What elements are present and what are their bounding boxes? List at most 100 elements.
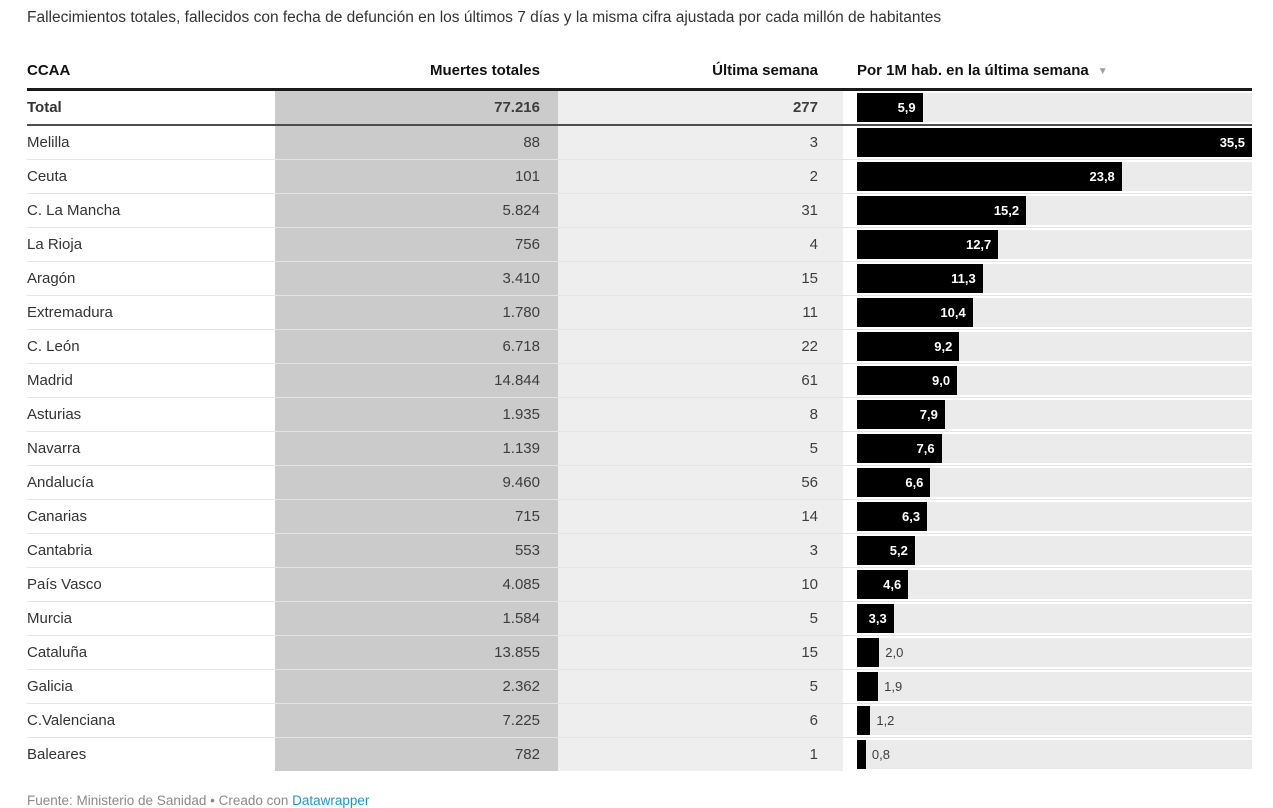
ultima-semana-value: 277 bbox=[558, 91, 843, 124]
region-name: Canarias bbox=[27, 508, 88, 525]
ultima-semana-value: 61 bbox=[558, 364, 843, 397]
table-row: Canarias 715 14 6,3 bbox=[27, 500, 1252, 534]
region-name: País Vasco bbox=[27, 576, 102, 593]
per-1m-value-label: 5,2 bbox=[889, 543, 908, 558]
per-1m-bar-cell: 11,3 bbox=[843, 262, 1252, 295]
per-1m-value-label: 1,2 bbox=[876, 713, 895, 728]
footer-attribution: Fuente: Ministerio de Sanidad • Creado c… bbox=[27, 793, 1252, 808]
bar-track: 4,6 bbox=[857, 570, 1252, 599]
column-header-por-1m-label: Por 1M hab. en la última semana bbox=[857, 62, 1089, 79]
table-body: Total 77.216 277 5,9 Melilla 88 3 35,5 Ceuta 101 2… bbox=[27, 91, 1252, 771]
muertes-totales-value: 13.855 bbox=[275, 636, 558, 669]
ultima-semana-value: 56 bbox=[558, 466, 843, 499]
ultima-semana-value: 8 bbox=[558, 398, 843, 431]
muertes-totales-value: 2.362 bbox=[275, 670, 558, 703]
region-name: C.Valenciana bbox=[27, 712, 116, 729]
per-1m-bar-cell: 23,8 bbox=[843, 160, 1252, 193]
ultima-semana-value: 11 bbox=[558, 296, 843, 329]
ultima-semana-value: 4 bbox=[558, 228, 843, 261]
column-header-muertes-totales[interactable]: Muertes totales bbox=[429, 62, 540, 79]
per-1m-bar: 11,3 bbox=[857, 264, 983, 293]
bar-track: 7,9 bbox=[857, 400, 1252, 429]
region-name: Total bbox=[27, 99, 62, 116]
per-1m-bar: 7,6 bbox=[857, 434, 942, 463]
table-row: Galicia 2.362 5 1,9 bbox=[27, 670, 1252, 704]
muertes-totales-value: 715 bbox=[275, 500, 558, 533]
per-1m-bar-cell: 5,9 bbox=[843, 91, 1252, 124]
table-row: Madrid 14.844 61 9,0 bbox=[27, 364, 1252, 398]
muertes-totales-value: 5.824 bbox=[275, 194, 558, 227]
bar-track: 11,3 bbox=[857, 264, 1252, 293]
per-1m-bar: 15,2 bbox=[857, 196, 1027, 225]
muertes-totales-value: 1.935 bbox=[275, 398, 558, 431]
per-1m-bar: 6,3 bbox=[857, 502, 928, 531]
per-1m-bar-cell: 12,7 bbox=[843, 228, 1252, 261]
per-1m-value-label: 6,3 bbox=[902, 509, 921, 524]
per-1m-bar: 10,4 bbox=[857, 298, 973, 327]
bar-track: 2,0 bbox=[857, 638, 1252, 667]
region-name: Andalucía bbox=[27, 474, 94, 491]
bar-track: 3,3 bbox=[857, 604, 1252, 633]
table-row: Extremadura 1.780 11 10,4 bbox=[27, 296, 1252, 330]
region-name: Murcia bbox=[27, 610, 73, 627]
ultima-semana-value: 5 bbox=[558, 432, 843, 465]
table-row: Murcia 1.584 5 3,3 bbox=[27, 602, 1252, 636]
table-row: Cantabria 553 3 5,2 bbox=[27, 534, 1252, 568]
bar-track: 6,3 bbox=[857, 502, 1252, 531]
per-1m-bar: 7,9 bbox=[857, 400, 945, 429]
per-1m-value-label: 10,4 bbox=[940, 305, 966, 320]
per-1m-bar-cell: 0,8 bbox=[843, 738, 1252, 771]
ultima-semana-value: 14 bbox=[558, 500, 843, 533]
per-1m-value-label: 35,5 bbox=[1219, 135, 1245, 150]
ultima-semana-value: 1 bbox=[558, 738, 843, 771]
region-name: Aragón bbox=[27, 270, 76, 287]
per-1m-bar: 5,2 bbox=[857, 536, 915, 565]
per-1m-bar: 9,2 bbox=[857, 332, 960, 361]
muertes-totales-value: 1.780 bbox=[275, 296, 558, 329]
ultima-semana-value: 3 bbox=[558, 126, 843, 159]
per-1m-value-label: 12,7 bbox=[965, 237, 992, 252]
total-row: Total 77.216 277 5,9 bbox=[27, 91, 1252, 126]
ultima-semana-value: 15 bbox=[558, 262, 843, 295]
per-1m-bar: 4,6 bbox=[857, 570, 909, 599]
muertes-totales-value: 756 bbox=[275, 228, 558, 261]
ultima-semana-value: 5 bbox=[558, 602, 843, 635]
per-1m-bar-cell: 3,3 bbox=[843, 602, 1252, 635]
muertes-totales-value: 4.085 bbox=[275, 568, 558, 601]
per-1m-bar-cell: 15,2 bbox=[843, 194, 1252, 227]
column-header-ultima-semana[interactable]: Última semana bbox=[712, 62, 818, 79]
region-name: Cataluña bbox=[27, 644, 88, 661]
per-1m-value-label: 3,3 bbox=[868, 611, 887, 626]
table-row: Asturias 1.935 8 7,9 bbox=[27, 398, 1252, 432]
per-1m-value-label: 15,2 bbox=[993, 203, 1020, 218]
region-name: Extremadura bbox=[27, 304, 113, 321]
ultima-semana-value: 5 bbox=[558, 670, 843, 703]
muertes-totales-value: 77.216 bbox=[275, 91, 558, 124]
region-name: Baleares bbox=[27, 746, 87, 763]
column-header-ccaa[interactable]: CCAA bbox=[27, 62, 71, 79]
datawrapper-link[interactable]: Datawrapper bbox=[292, 793, 370, 808]
table-row: Melilla 88 3 35,5 bbox=[27, 126, 1252, 160]
sort-desc-icon[interactable]: ▼ bbox=[1097, 65, 1108, 77]
region-name: Madrid bbox=[27, 372, 73, 389]
per-1m-value-label: 0,8 bbox=[871, 747, 890, 762]
bar-track: 5,9 bbox=[857, 93, 1252, 122]
region-name: Asturias bbox=[27, 406, 82, 423]
bar-track: 35,5 bbox=[857, 128, 1252, 157]
chart-title: Fallecimientos totales, fallecidos con f… bbox=[27, 9, 942, 26]
ultima-semana-value: 15 bbox=[558, 636, 843, 669]
table-row: Aragón 3.410 15 11,3 bbox=[27, 262, 1252, 296]
per-1m-value-label: 5,9 bbox=[897, 100, 916, 115]
region-name: Ceuta bbox=[27, 168, 68, 185]
region-name: Galicia bbox=[27, 678, 73, 695]
per-1m-bar: 35,5 bbox=[857, 128, 1252, 157]
column-header-por-1m[interactable]: Por 1M hab. en la última semana ▼ bbox=[843, 62, 1252, 79]
bar-track: 9,0 bbox=[857, 366, 1252, 395]
ultima-semana-value: 2 bbox=[558, 160, 843, 193]
muertes-totales-value: 1.584 bbox=[275, 602, 558, 635]
muertes-totales-value: 9.460 bbox=[275, 466, 558, 499]
ultima-semana-value: 3 bbox=[558, 534, 843, 567]
table-row: C. León 6.718 22 9,2 bbox=[27, 330, 1252, 364]
table-header-row: CCAA Muertes totales Última semana Por 1… bbox=[27, 62, 1252, 91]
table-row: Andalucía 9.460 56 6,6 bbox=[27, 466, 1252, 500]
